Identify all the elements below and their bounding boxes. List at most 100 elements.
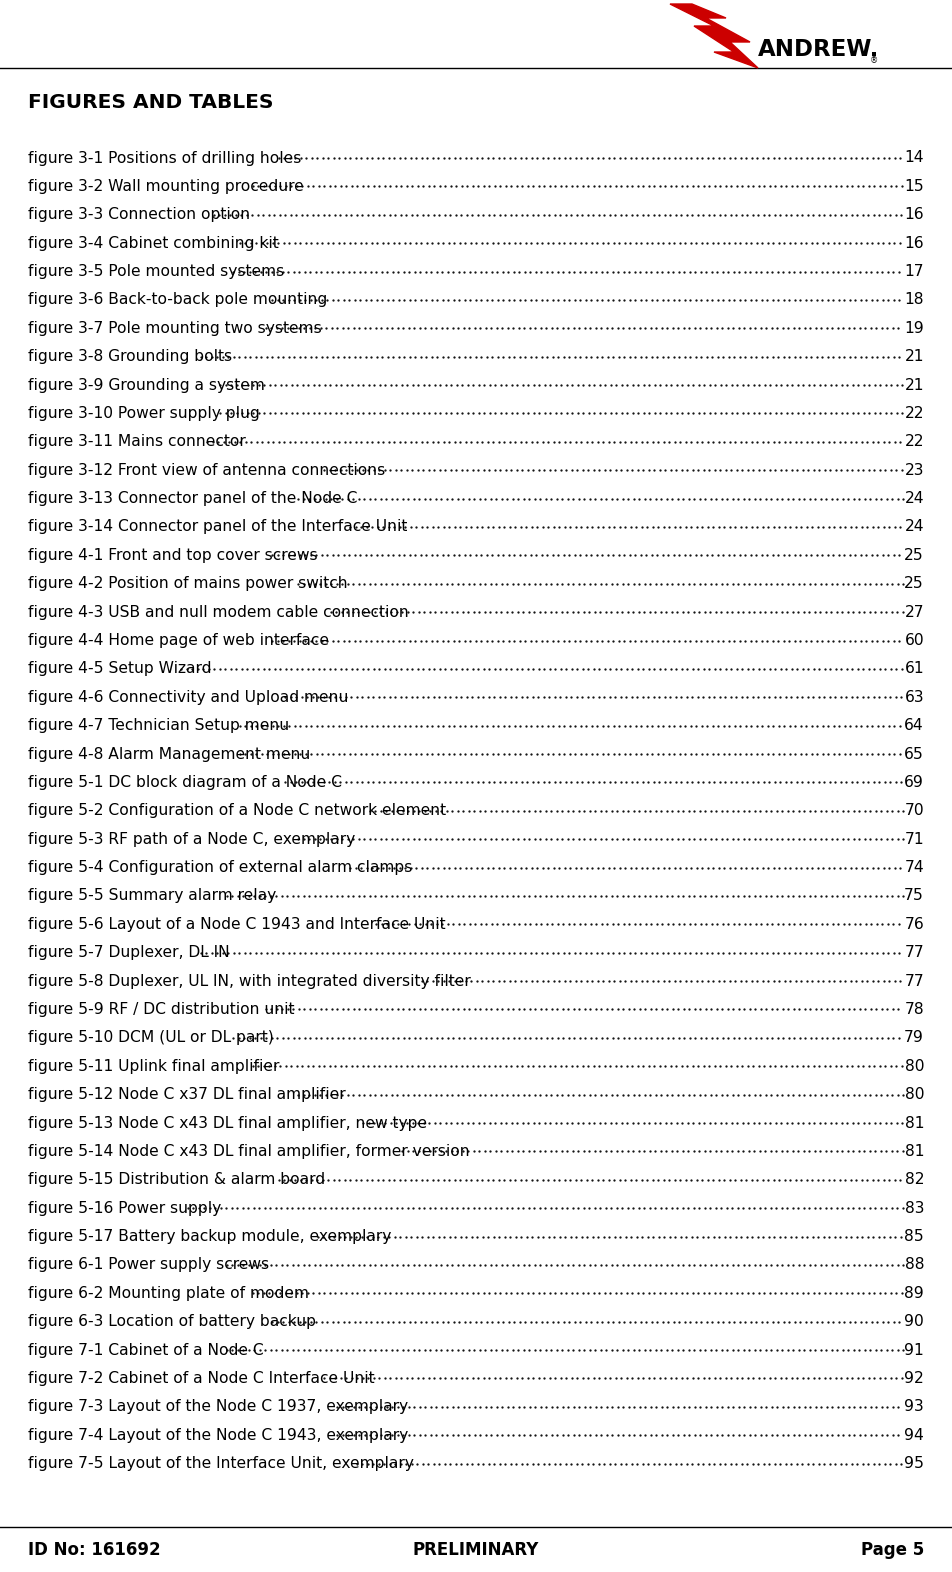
Text: 61: 61 — [904, 662, 924, 676]
Text: 91: 91 — [904, 1342, 924, 1358]
Text: 92: 92 — [904, 1371, 924, 1387]
Text: FIGURES AND TABLES: FIGURES AND TABLES — [28, 93, 273, 112]
Text: figure 3-8 Grounding bolts: figure 3-8 Grounding bolts — [28, 349, 232, 365]
Text: figure 5-3 RF path of a Node C, exemplary: figure 5-3 RF path of a Node C, exemplar… — [28, 832, 355, 847]
Text: PRELIMINARY: PRELIMINARY — [413, 1541, 539, 1559]
Text: figure 5-8 Duplexer, UL IN, with integrated diversity filter: figure 5-8 Duplexer, UL IN, with integra… — [28, 973, 470, 989]
Text: figure 4-8 Alarm Management menu: figure 4-8 Alarm Management menu — [28, 747, 310, 761]
Text: 75: 75 — [904, 888, 924, 904]
Text: 81: 81 — [904, 1116, 924, 1130]
Text: 88: 88 — [904, 1258, 924, 1272]
Text: figure 6-2 Mounting plate of modem: figure 6-2 Mounting plate of modem — [28, 1286, 309, 1300]
Text: 16: 16 — [904, 236, 924, 250]
Text: 63: 63 — [904, 690, 924, 704]
Text: figure 3-14 Connector panel of the Interface Unit: figure 3-14 Connector panel of the Inter… — [28, 519, 407, 534]
Text: figure 3-13 Connector panel of the Node C: figure 3-13 Connector panel of the Node … — [28, 490, 358, 506]
Text: figure 5-1 DC block diagram of a Node C: figure 5-1 DC block diagram of a Node C — [28, 775, 342, 789]
Text: figure 5-10 DCM (UL or DL part): figure 5-10 DCM (UL or DL part) — [28, 1030, 274, 1045]
Text: figure 5-9 RF / DC distribution unit: figure 5-9 RF / DC distribution unit — [28, 1001, 294, 1017]
Text: figure 3-12 Front view of antenna connections: figure 3-12 Front view of antenna connec… — [28, 462, 386, 478]
Text: figure 3-9 Grounding a system: figure 3-9 Grounding a system — [28, 377, 265, 393]
Text: 77: 77 — [904, 973, 924, 989]
Text: figure 7-3 Layout of the Node C 1937, exemplary: figure 7-3 Layout of the Node C 1937, ex… — [28, 1399, 408, 1415]
Text: 60: 60 — [904, 634, 924, 648]
Text: 25: 25 — [904, 577, 924, 591]
Text: figure 4-5 Setup Wizard: figure 4-5 Setup Wizard — [28, 662, 211, 676]
Text: figure 4-3 USB and null modem cable connection: figure 4-3 USB and null modem cable conn… — [28, 605, 408, 619]
Text: 16: 16 — [904, 208, 924, 222]
Text: figure 3-3 Connection option: figure 3-3 Connection option — [28, 208, 250, 222]
Text: figure 4-6 Connectivity and Upload menu: figure 4-6 Connectivity and Upload menu — [28, 690, 348, 704]
Text: figure 5-12 Node C x37 DL final amplifier: figure 5-12 Node C x37 DL final amplifie… — [28, 1088, 346, 1102]
Text: 65: 65 — [904, 747, 924, 761]
Text: figure 7-2 Cabinet of a Node C Interface Unit: figure 7-2 Cabinet of a Node C Interface… — [28, 1371, 375, 1387]
Text: 64: 64 — [904, 718, 924, 733]
Text: figure 3-1 Positions of drilling holes: figure 3-1 Positions of drilling holes — [28, 151, 302, 165]
Text: 93: 93 — [904, 1399, 924, 1415]
Text: figure 3-5 Pole mounted systems: figure 3-5 Pole mounted systems — [28, 264, 285, 280]
Text: figure 7-4 Layout of the Node C 1943, exemplary: figure 7-4 Layout of the Node C 1943, ex… — [28, 1427, 408, 1443]
Text: figure 3-7 Pole mounting two systems: figure 3-7 Pole mounting two systems — [28, 321, 322, 336]
Text: 80: 80 — [904, 1088, 924, 1102]
Text: 18: 18 — [904, 292, 924, 308]
Text: figure 5-7 Duplexer, DL IN: figure 5-7 Duplexer, DL IN — [28, 945, 229, 960]
Text: 78: 78 — [904, 1001, 924, 1017]
Text: 21: 21 — [904, 377, 924, 393]
Text: figure 3-11 Mains connector: figure 3-11 Mains connector — [28, 434, 246, 450]
Text: 23: 23 — [904, 462, 924, 478]
Text: figure 4-1 Front and top cover screws: figure 4-1 Front and top cover screws — [28, 549, 318, 563]
Text: 82: 82 — [904, 1173, 924, 1187]
Text: figure 4-4 Home page of web interface: figure 4-4 Home page of web interface — [28, 634, 329, 648]
Text: figure 4-2 Position of mains power switch: figure 4-2 Position of mains power switc… — [28, 577, 347, 591]
Text: figure 6-3 Location of battery backup: figure 6-3 Location of battery backup — [28, 1314, 316, 1330]
Text: 79: 79 — [904, 1030, 924, 1045]
Text: 81: 81 — [904, 1144, 924, 1159]
Text: figure 7-1 Cabinet of a Node C: figure 7-1 Cabinet of a Node C — [28, 1342, 264, 1358]
Polygon shape — [670, 5, 758, 68]
Text: figure 3-4 Cabinet combining kit: figure 3-4 Cabinet combining kit — [28, 236, 279, 250]
Text: 25: 25 — [904, 549, 924, 563]
Text: 90: 90 — [904, 1314, 924, 1330]
Text: figure 5-16 Power supply: figure 5-16 Power supply — [28, 1201, 221, 1215]
Text: Page 5: Page 5 — [861, 1541, 924, 1559]
Text: 89: 89 — [904, 1286, 924, 1300]
Text: figure 3-10 Power supply plug: figure 3-10 Power supply plug — [28, 406, 260, 421]
Text: ID No: 161692: ID No: 161692 — [28, 1541, 161, 1559]
Text: 22: 22 — [904, 434, 924, 450]
Text: figure 5-4 Configuration of external alarm clamps: figure 5-4 Configuration of external ala… — [28, 860, 412, 876]
Text: figure 7-5 Layout of the Interface Unit, exemplary: figure 7-5 Layout of the Interface Unit,… — [28, 1456, 414, 1471]
Text: figure 5-2 Configuration of a Node C network element: figure 5-2 Configuration of a Node C net… — [28, 803, 446, 819]
Text: figure 3-6 Back-to-back pole mounting: figure 3-6 Back-to-back pole mounting — [28, 292, 327, 308]
Text: 14: 14 — [904, 151, 924, 165]
Text: 74: 74 — [904, 860, 924, 876]
Text: figure 5-13 Node C x43 DL final amplifier, new type: figure 5-13 Node C x43 DL final amplifie… — [28, 1116, 427, 1130]
Text: figure 4-7 Technician Setup menu: figure 4-7 Technician Setup menu — [28, 718, 289, 733]
Text: 17: 17 — [904, 264, 924, 280]
Text: figure 3-2 Wall mounting procedure: figure 3-2 Wall mounting procedure — [28, 179, 304, 193]
Text: 83: 83 — [904, 1201, 924, 1215]
Text: 70: 70 — [904, 803, 924, 819]
Text: figure 5-15 Distribution & alarm board: figure 5-15 Distribution & alarm board — [28, 1173, 326, 1187]
Text: 15: 15 — [904, 179, 924, 193]
Text: 95: 95 — [904, 1456, 924, 1471]
Text: figure 5-11 Uplink final amplifier: figure 5-11 Uplink final amplifier — [28, 1060, 279, 1074]
Text: 94: 94 — [904, 1427, 924, 1443]
Text: figure 5-6 Layout of a Node C 1943 and Interface Unit: figure 5-6 Layout of a Node C 1943 and I… — [28, 916, 446, 932]
Text: 71: 71 — [904, 832, 924, 847]
Text: 24: 24 — [904, 519, 924, 534]
Text: figure 6-1 Power supply screws: figure 6-1 Power supply screws — [28, 1258, 269, 1272]
Text: figure 5-17 Battery backup module, exemplary: figure 5-17 Battery backup module, exemp… — [28, 1229, 391, 1243]
Text: figure 5-5 Summary alarm relay: figure 5-5 Summary alarm relay — [28, 888, 276, 904]
Text: 22: 22 — [904, 406, 924, 421]
Text: 21: 21 — [904, 349, 924, 365]
Text: ®: ® — [870, 57, 879, 64]
Text: 27: 27 — [904, 605, 924, 619]
Text: 69: 69 — [904, 775, 924, 789]
Text: 80: 80 — [904, 1060, 924, 1074]
Text: 76: 76 — [904, 916, 924, 932]
Text: 77: 77 — [904, 945, 924, 960]
Text: 24: 24 — [904, 490, 924, 506]
Text: figure 5-14 Node C x43 DL final amplifier, former version: figure 5-14 Node C x43 DL final amplifie… — [28, 1144, 469, 1159]
Text: 19: 19 — [904, 321, 924, 336]
Text: 85: 85 — [904, 1229, 924, 1243]
